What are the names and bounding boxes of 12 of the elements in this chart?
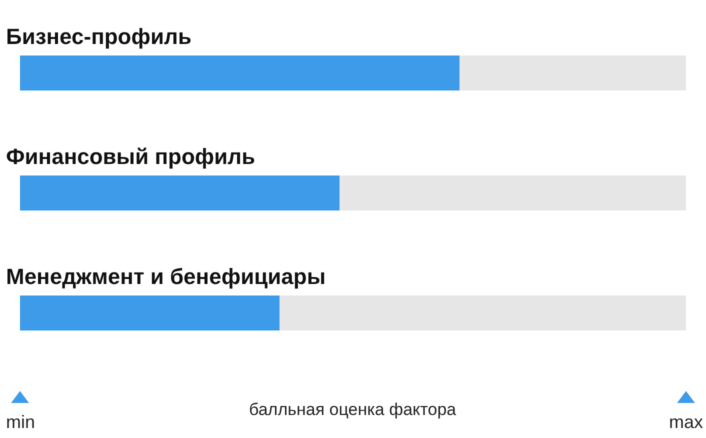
y-tick-label: Бизнес-профиль [6, 24, 192, 49]
bar [20, 176, 340, 210]
x-axis-title: балльная оценка фактора [249, 400, 457, 419]
bar [20, 56, 460, 90]
text: max [669, 412, 704, 432]
bar [340, 176, 686, 210]
text: min [6, 412, 36, 432]
bar [280, 296, 686, 330]
y-tick-label: Финансовый профиль [6, 144, 256, 169]
bar [460, 56, 686, 90]
bar [20, 296, 280, 330]
y-tick-label: Менеджмент и бенефициары [6, 264, 326, 289]
